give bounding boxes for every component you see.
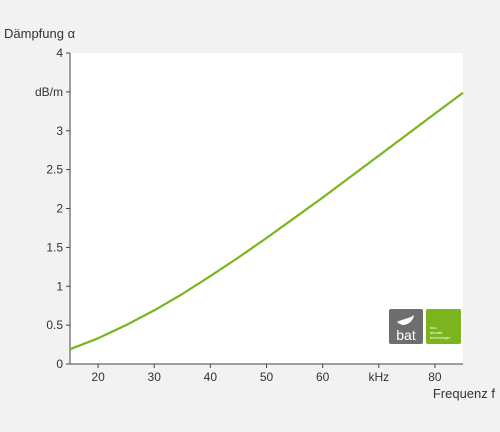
x-tick-label: kHz [368, 370, 389, 384]
x-tick-label: 40 [204, 370, 218, 384]
x-axis-title: Frequenz f [433, 386, 496, 401]
y-tick-label: 1 [56, 279, 63, 293]
y-tick-label: 3 [56, 124, 63, 138]
logo-tagline-3: technologie [430, 335, 451, 340]
y-tick-label: dB/m [35, 85, 63, 99]
y-tick-label: 0 [56, 357, 63, 371]
logo-wordmark: bat [396, 327, 416, 343]
series-layer [69, 91, 464, 351]
y-axis-ticks: 0 0.5 1 1.5 2 2.5 3 dB/m 4 [35, 46, 70, 371]
x-tick-label: 30 [148, 370, 162, 384]
x-tick-label: 50 [260, 370, 274, 384]
logo: bat bau akustik technologie [389, 309, 461, 344]
y-tick-label: 2 [56, 202, 63, 216]
logo-green-block [426, 309, 461, 344]
y-tick-label: 1.5 [46, 240, 63, 254]
x-tick-label: 80 [428, 370, 442, 384]
logo-gray-block [389, 309, 423, 344]
y-tick-label: 4 [56, 46, 63, 60]
x-tick-label: 20 [91, 370, 105, 384]
logo-tagline-2: akustik [430, 330, 442, 335]
y-tick-label: 2.5 [46, 163, 63, 177]
x-axis-ticks: 20 30 40 50 60 kHz 80 [91, 364, 442, 384]
y-tick-label: 0.5 [46, 318, 63, 332]
x-tick-label: 60 [316, 370, 330, 384]
y-axis-title: Dämpfung α [4, 26, 76, 41]
logo-tagline-1: bau [430, 325, 437, 330]
logo-bird-icon [397, 315, 414, 325]
series-line [69, 91, 464, 351]
